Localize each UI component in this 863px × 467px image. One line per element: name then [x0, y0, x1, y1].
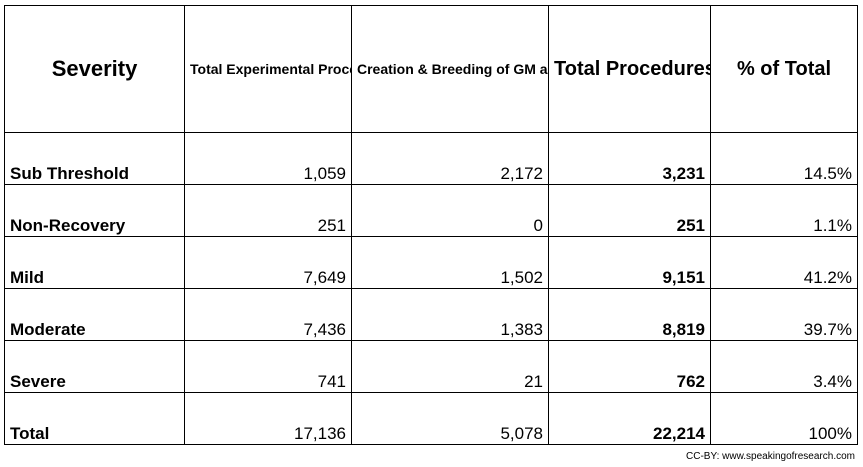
- severity-table: Severity Total Experimental Procedures C…: [4, 5, 858, 445]
- row-label: Sub Threshold: [4, 132, 185, 185]
- header-total-procedures: Total Procedures: [548, 5, 711, 133]
- table-row: Severe 741 21 762 3.4%: [4, 340, 858, 393]
- credit-text: CC-BY: www.speakingofresearch.com: [686, 451, 855, 462]
- cell-experimental: 17,136: [184, 392, 352, 445]
- cell-percent: 3.4%: [710, 340, 858, 393]
- header-severity: Severity: [4, 5, 185, 133]
- cell-experimental: 1,059: [184, 132, 352, 185]
- header-percent: % of Total: [710, 5, 858, 133]
- cell-total: 762: [548, 340, 711, 393]
- header-row: Severity Total Experimental Procedures C…: [4, 5, 858, 133]
- table-row: Moderate 7,436 1,383 8,819 39.7%: [4, 288, 858, 341]
- header-experimental: Total Experimental Procedures: [184, 5, 352, 133]
- cell-total: 8,819: [548, 288, 711, 341]
- row-label: Total: [4, 392, 185, 445]
- cell-experimental: 7,649: [184, 236, 352, 289]
- row-label: Non-Recovery: [4, 184, 185, 237]
- cell-gm-breeding: 1,383: [351, 288, 549, 341]
- header-gm-breeding: Creation & Breeding of GM animals not us…: [351, 5, 549, 133]
- total-row: Total 17,136 5,078 22,214 100%: [4, 392, 858, 445]
- row-label: Mild: [4, 236, 185, 289]
- cell-gm-breeding: 21: [351, 340, 549, 393]
- cell-experimental: 251: [184, 184, 352, 237]
- cell-total: 22,214: [548, 392, 711, 445]
- table-row: Mild 7,649 1,502 9,151 41.2%: [4, 236, 858, 289]
- cell-total: 3,231: [548, 132, 711, 185]
- row-label: Severe: [4, 340, 185, 393]
- cell-percent: 41.2%: [710, 236, 858, 289]
- cell-experimental: 7,436: [184, 288, 352, 341]
- cell-percent: 1.1%: [710, 184, 858, 237]
- cell-percent: 100%: [710, 392, 858, 445]
- table-row: Non-Recovery 251 0 251 1.1%: [4, 184, 858, 237]
- cell-gm-breeding: 2,172: [351, 132, 549, 185]
- row-label: Moderate: [4, 288, 185, 341]
- cell-experimental: 741: [184, 340, 352, 393]
- cell-total: 9,151: [548, 236, 711, 289]
- cell-gm-breeding: 5,078: [351, 392, 549, 445]
- cell-gm-breeding: 0: [351, 184, 549, 237]
- cell-percent: 14.5%: [710, 132, 858, 185]
- cell-percent: 39.7%: [710, 288, 858, 341]
- cell-gm-breeding: 1,502: [351, 236, 549, 289]
- table-row: Sub Threshold 1,059 2,172 3,231 14.5%: [4, 132, 858, 185]
- cell-total: 251: [548, 184, 711, 237]
